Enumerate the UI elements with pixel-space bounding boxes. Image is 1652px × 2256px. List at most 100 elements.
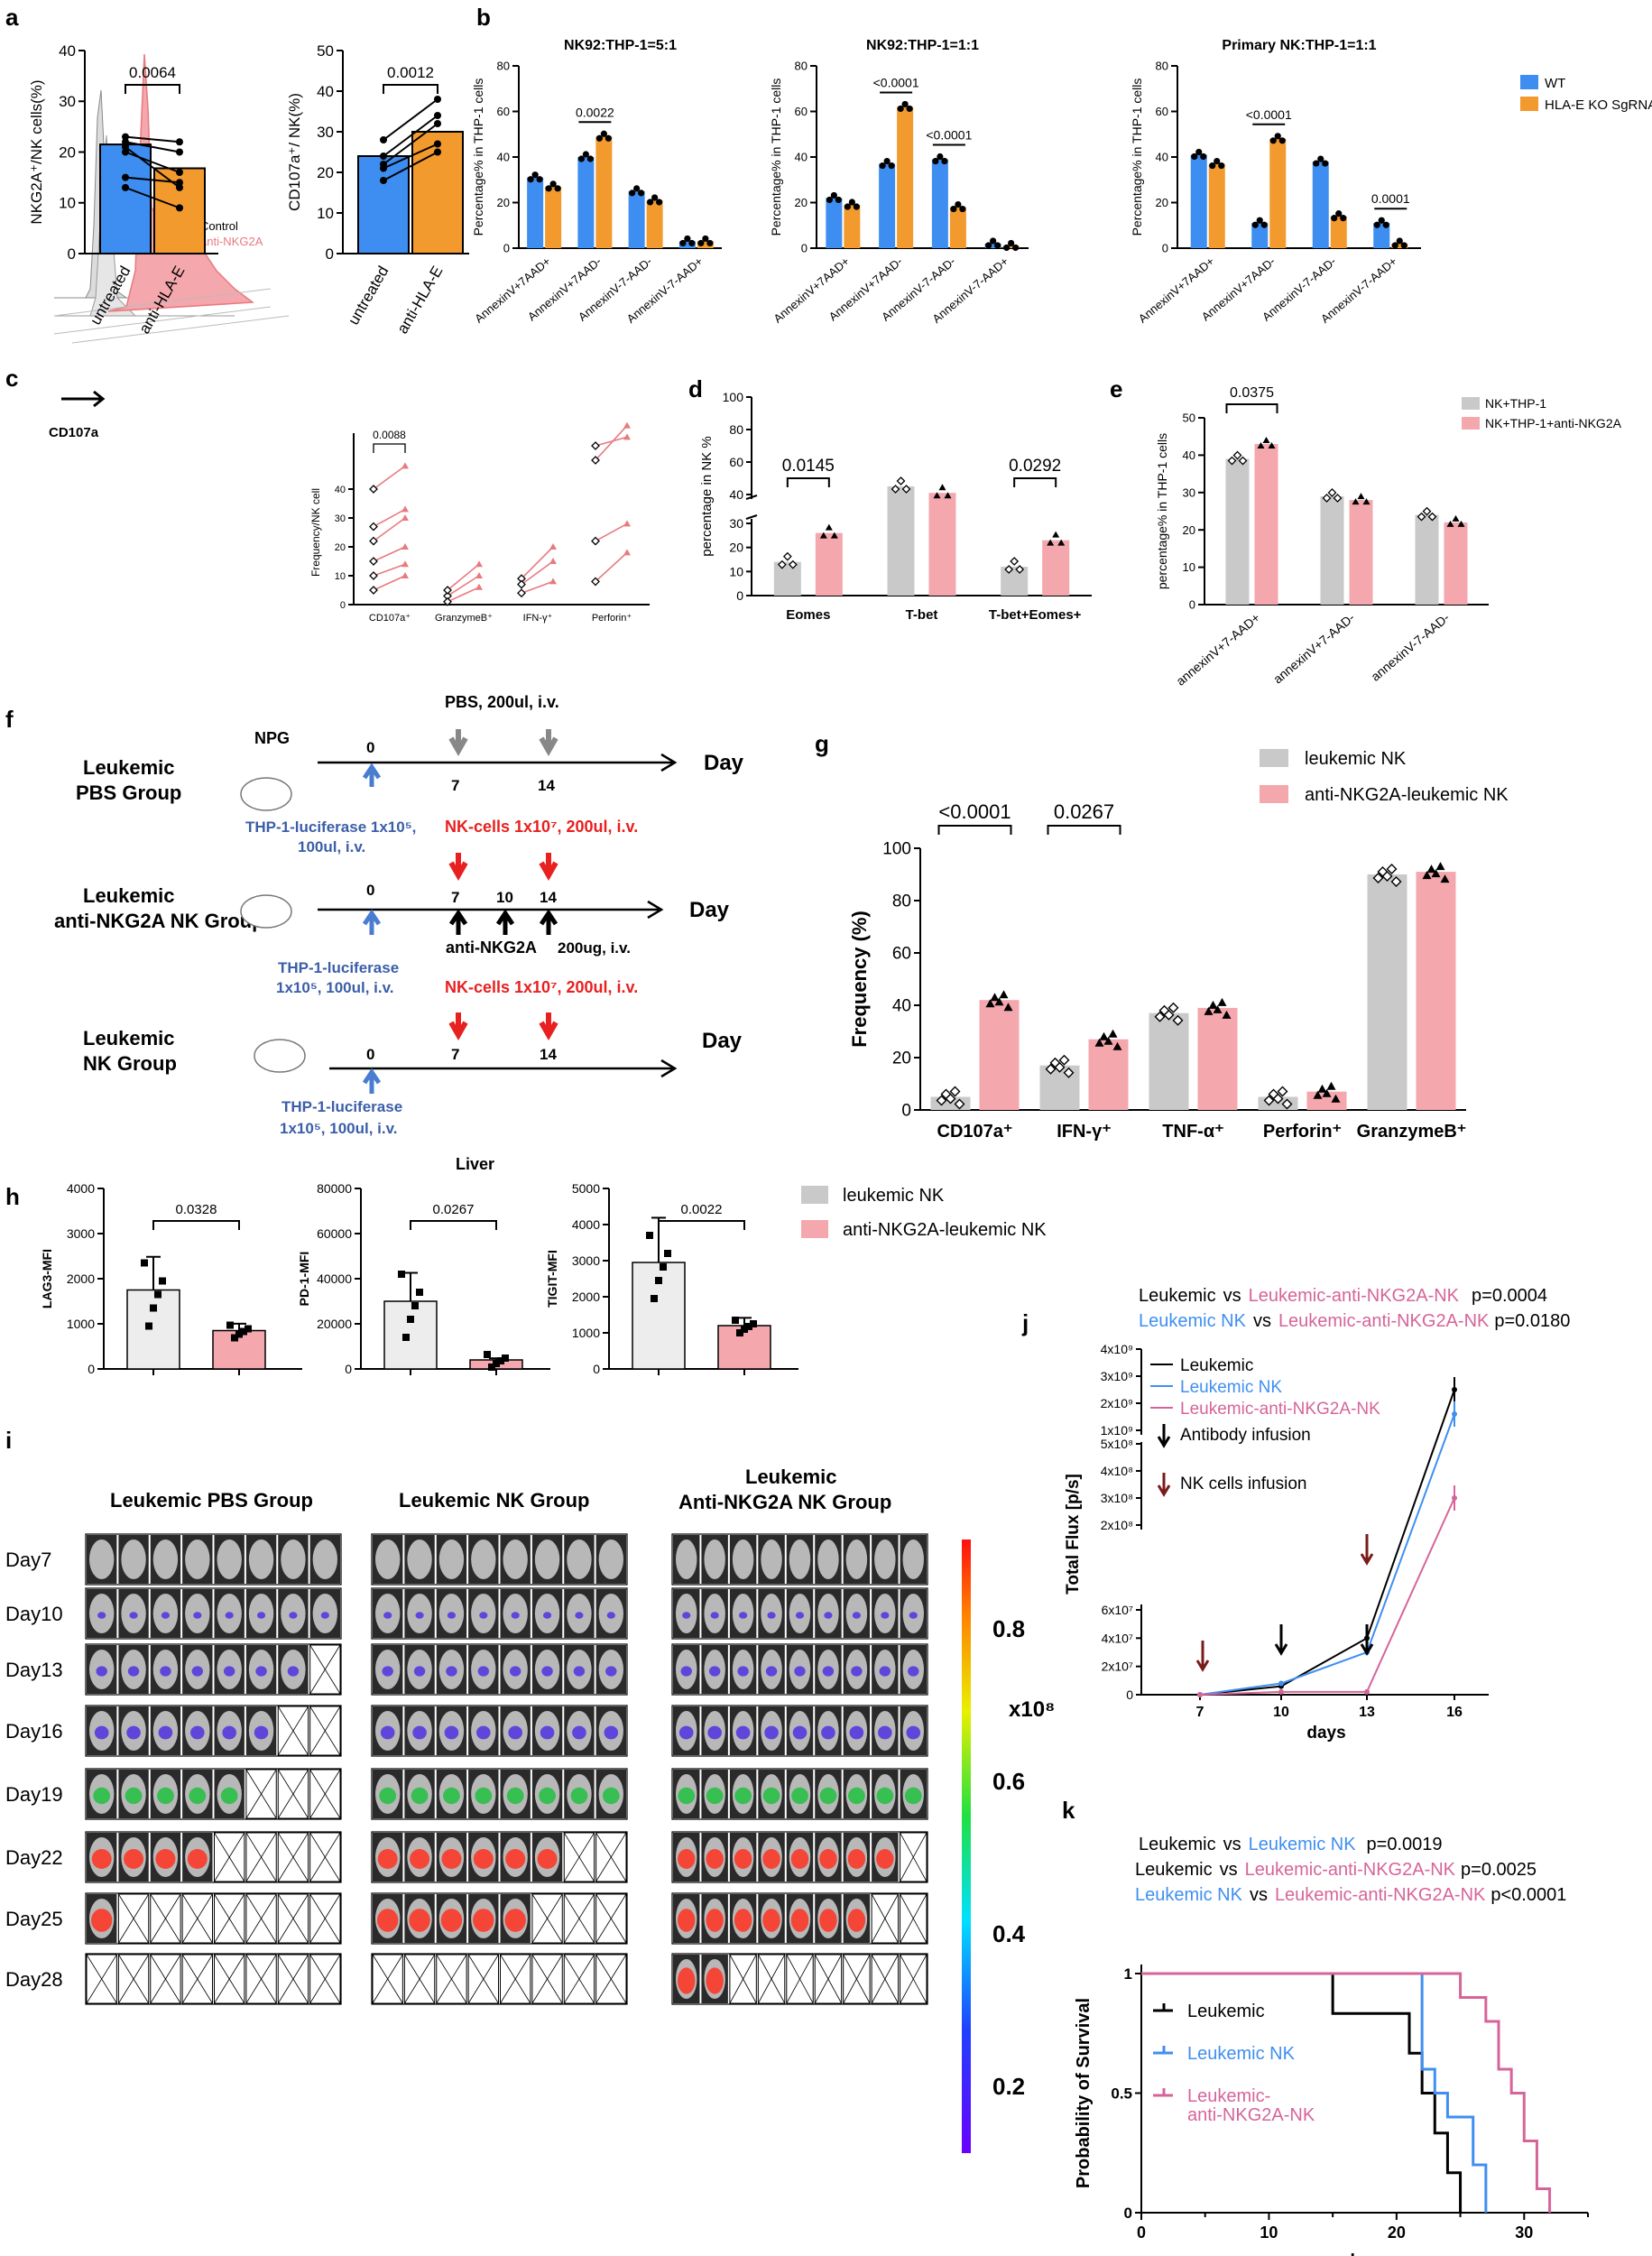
- g-point: [1317, 1084, 1327, 1093]
- b1-point: [582, 151, 589, 158]
- b1-point: [527, 176, 534, 183]
- c2-pair-line: [521, 580, 554, 594]
- b1-point: [549, 180, 557, 188]
- a2-y-tick-label: 50: [317, 42, 334, 60]
- b3-point: [1340, 215, 1347, 222]
- c2-pair-line: [595, 522, 628, 542]
- day7-3: 7: [451, 1046, 459, 1063]
- legend-swatch-h-1: [801, 1186, 828, 1204]
- g-y-tick-label: 40: [892, 997, 911, 1016]
- e-x-label: annexinV+7-AAD-: [1270, 610, 1358, 687]
- bioluminescence-signal: [542, 1612, 552, 1619]
- c2-y-tick-label: 30: [335, 513, 346, 524]
- bioluminescence-signal: [511, 1612, 520, 1619]
- bioluminescence-signal: [707, 1725, 722, 1740]
- b2-point: [994, 242, 1001, 249]
- mouse-body: [845, 1539, 868, 1579]
- a2-point: [434, 120, 441, 127]
- imaging-day-label: Day19: [5, 1783, 63, 1806]
- bioluminescence-signal: [161, 1612, 171, 1619]
- h2-bracket: [410, 1220, 497, 1230]
- b1-pvalue: 0.0022: [576, 105, 614, 119]
- a1-pair-line: [125, 151, 180, 173]
- k-y-tick-label: 0.5: [1111, 2085, 1132, 2103]
- dead-mouse-cross: [531, 1954, 563, 2004]
- anti-dose-label: 200ug, i.v.: [558, 939, 631, 957]
- bioluminescence-signal: [477, 1666, 490, 1677]
- bioluminescence-signal: [479, 1612, 488, 1619]
- b1-bar: [545, 186, 562, 248]
- g-point: [1163, 1009, 1175, 1021]
- d-point: [1047, 539, 1055, 546]
- e-point: [1457, 520, 1465, 527]
- bioluminescence-signal: [706, 1787, 724, 1805]
- g-bar: [1088, 1039, 1129, 1110]
- j-y-tick-label: 1x10⁹: [1101, 1423, 1133, 1438]
- d-y-tick-label: 100: [723, 390, 744, 404]
- g-point: [1277, 1086, 1288, 1097]
- g-point: [1386, 864, 1398, 874]
- e-point: [1262, 436, 1270, 443]
- d-point: [777, 559, 787, 569]
- d-bar: [773, 561, 801, 596]
- c2-x-label: Perforin⁺: [592, 613, 632, 624]
- imaging-col-title-2: Leukemic NK Group: [399, 1489, 589, 1512]
- bioluminescence-signal: [541, 1666, 553, 1677]
- bioluminescence-signal: [572, 1725, 586, 1740]
- b1-point: [595, 134, 603, 142]
- g-point: [1431, 869, 1441, 878]
- b3-point: [1335, 210, 1343, 217]
- j-x-tick-label: 13: [1359, 1705, 1375, 1720]
- mouse-body: [121, 1539, 146, 1579]
- h2-point: [416, 1289, 423, 1296]
- a2-point: [434, 148, 441, 156]
- j-series-line: [1199, 1497, 1455, 1696]
- bioluminescence-signal: [287, 1666, 300, 1677]
- a1-point: [176, 204, 183, 212]
- c2-point: [443, 586, 452, 595]
- a2-point: [434, 140, 441, 148]
- h2-bar: [383, 1300, 438, 1370]
- g-point: [1281, 1098, 1293, 1110]
- d-bar: [1042, 540, 1070, 596]
- group1-title-1: Leukemic: [83, 756, 175, 779]
- e-bracket: [1225, 403, 1278, 413]
- d-point: [896, 476, 906, 485]
- k-x-label: days: [1344, 2251, 1386, 2256]
- b1-point: [554, 185, 561, 192]
- e-point: [1452, 514, 1460, 522]
- bioluminescence-signal: [851, 1666, 863, 1677]
- dead-mouse-cross: [181, 1954, 213, 2004]
- g-y-tick-label: 60: [892, 945, 911, 964]
- a2-y-tick-label: 30: [317, 124, 334, 141]
- b2-y-tick-label: 0: [801, 242, 808, 255]
- c2-point: [591, 536, 600, 546]
- b2-bar: [931, 159, 948, 248]
- bioluminescence-signal: [762, 1849, 780, 1869]
- mouse-body: [281, 1539, 306, 1579]
- bioluminescence-signal: [605, 1666, 617, 1677]
- e-bar: [1320, 495, 1344, 605]
- mouse-icon: [240, 777, 292, 811]
- bioluminescence-signal: [410, 1849, 430, 1869]
- bioluminescence-signal: [881, 1612, 890, 1619]
- dead-mouse-cross: [150, 1954, 181, 2004]
- b1-bar: [577, 157, 595, 248]
- mouse-body: [407, 1539, 432, 1579]
- panel-letter-d: d: [688, 375, 703, 402]
- a2-pair-line: [383, 151, 438, 181]
- b1-point: [586, 155, 594, 162]
- b1-point: [633, 185, 641, 192]
- g-point: [1094, 1038, 1104, 1047]
- h2-pvalue: 0.0267: [433, 1202, 475, 1217]
- g-y-label: Frequency (%): [848, 911, 871, 1048]
- k-legend-label: Leukemic NK: [1187, 2044, 1296, 2064]
- b2-point: [1012, 244, 1020, 252]
- dead-mouse-cross: [436, 1954, 467, 2004]
- panel-letter-g: g: [815, 730, 829, 757]
- bioluminescence-signal: [97, 1612, 106, 1619]
- a1-y-tick-label: 20: [59, 143, 76, 161]
- bioluminescence-signal: [795, 1612, 805, 1619]
- bioluminescence-signal: [876, 1787, 894, 1805]
- thp1-dose-2b: 1x10⁵, 100ul, i.v.: [276, 979, 394, 996]
